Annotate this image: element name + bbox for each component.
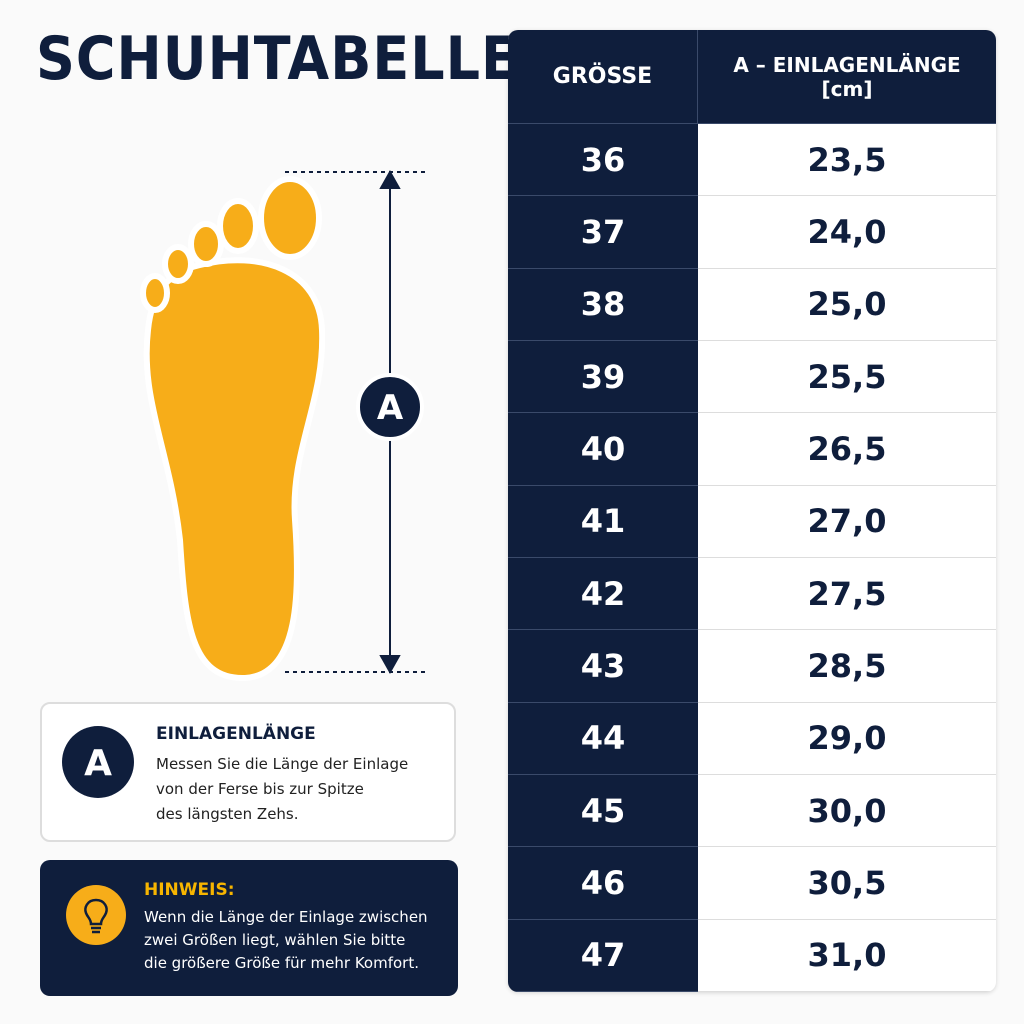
info-heading: EINLAGENLÄNGE <box>156 724 316 744</box>
header-length: A – EINLAGENLÄNGE [cm] <box>698 30 996 124</box>
size-cell: 43 <box>508 630 698 703</box>
length-cell: 29,0 <box>698 703 996 775</box>
bulb-icon <box>66 885 126 945</box>
length-cell: 25,0 <box>698 269 996 341</box>
length-cell: 24,0 <box>698 196 996 269</box>
info-text: von der Ferse bis zur Spitze <box>156 780 364 798</box>
size-cell: 36 <box>508 124 698 197</box>
table-row: 47 31,0 <box>508 919 996 992</box>
header-size: GRÖSSE <box>508 30 698 124</box>
size-cell: 42 <box>508 558 698 631</box>
length-cell: 30,0 <box>698 775 996 848</box>
table-header: GRÖSSE A – EINLAGENLÄNGE [cm] <box>508 30 996 124</box>
title: SCHUHTABELLE <box>36 24 519 94</box>
length-cell: 25,5 <box>698 341 996 414</box>
header-length-label: A – EINLAGENLÄNGE <box>733 52 961 77</box>
length-cell: 27,5 <box>698 558 996 631</box>
table-row: 38 25,0 <box>508 268 996 341</box>
size-cell: 41 <box>508 485 698 558</box>
info-letter: A <box>84 743 112 784</box>
table-row: 39 25,5 <box>508 341 996 414</box>
foot <box>140 176 326 682</box>
header-length-unit: [cm] <box>821 76 873 101</box>
info-text: des längsten Zehs. <box>156 805 299 823</box>
hint-text: Wenn die Länge der Einlage zwischen <box>144 908 428 926</box>
dimension-label: A <box>377 388 404 428</box>
table-row: 44 29,0 <box>508 702 996 775</box>
length-cell: 27,0 <box>698 486 996 558</box>
hint-box: HINWEIS: Wenn die Länge der Einlage zwis… <box>40 860 458 996</box>
table-row: 46 30,5 <box>508 847 996 920</box>
info-box: A EINLAGENLÄNGE Messen Sie die Länge der… <box>40 702 456 842</box>
size-cell: 45 <box>508 775 698 848</box>
table-row: 40 26,5 <box>508 413 996 486</box>
table-row: 37 24,0 <box>508 196 996 269</box>
size-cell: 38 <box>508 268 698 341</box>
dimension <box>285 169 425 675</box>
size-cell: 39 <box>508 341 698 414</box>
length-cell: 28,5 <box>698 630 996 703</box>
hint-text: die größere Größe für mehr Komfort. <box>144 954 419 972</box>
length-cell: 26,5 <box>698 413 996 486</box>
table-row: 45 30,0 <box>508 775 996 848</box>
info-badge: A <box>62 726 134 798</box>
hint-heading: HINWEIS: <box>144 880 235 900</box>
table-row: 42 27,5 <box>508 558 996 631</box>
table-row: 36 23,5 <box>508 124 996 197</box>
size-cell: 47 <box>508 919 698 992</box>
hint-text: zwei Größen liegt, wählen Sie bitte <box>144 931 406 949</box>
table-row: 43 28,5 <box>508 630 996 703</box>
info-text: Messen Sie die Länge der Einlage <box>156 755 409 773</box>
table-row: 41 27,0 <box>508 485 996 558</box>
length-cell: 23,5 <box>698 124 996 197</box>
length-cell: 31,0 <box>698 920 996 992</box>
size-cell: 37 <box>508 196 698 269</box>
size-table: GRÖSSE A – EINLAGENLÄNGE [cm] 36 23,5 37 24,0 3… <box>508 30 996 992</box>
size-cell: 40 <box>508 413 698 486</box>
size-cell: 44 <box>508 702 698 775</box>
size-cell: 46 <box>508 847 698 920</box>
length-cell: 30,5 <box>698 847 996 920</box>
